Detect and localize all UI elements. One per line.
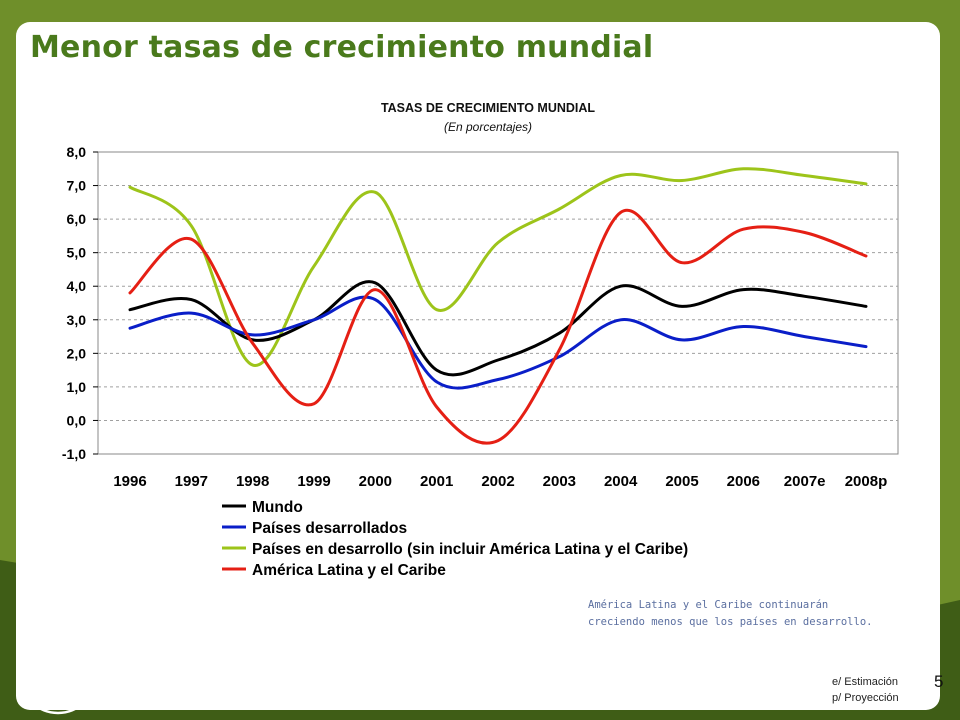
x-tick-label: 1999 — [297, 473, 330, 490]
x-tick-label: 2000 — [359, 473, 392, 490]
fao-logo: FAO FIAT PANIS — [19, 637, 97, 715]
footnote-estimate: e/ Estimación — [832, 676, 899, 688]
y-tick-label: 0,0 — [67, 412, 87, 428]
x-tick-label: 2008p — [845, 473, 888, 490]
note-line: América Latina y el Caribe continuarán — [588, 599, 829, 611]
x-tick-label: 2001 — [420, 473, 453, 490]
series-line — [128, 280, 868, 377]
y-tick-label: 1,0 — [67, 379, 87, 395]
x-tick-label: 1997 — [175, 473, 208, 490]
x-tick-label: 2002 — [481, 473, 514, 490]
wheat-icon — [55, 650, 61, 670]
plot-frame — [97, 151, 899, 455]
series-line — [128, 167, 868, 367]
x-tick-label: 1998 — [236, 473, 269, 490]
series-line — [128, 295, 868, 390]
chart-subtitle: (En porcentajes) — [444, 120, 532, 134]
chart-title: TASAS DE CRECIMIENTO MUNDIAL — [381, 101, 595, 115]
footnotes: e/ Estimación p/ Proyección — [832, 674, 899, 706]
x-tick-label: 2007e — [784, 473, 826, 490]
y-tick-label: -1,0 — [62, 446, 86, 462]
x-tick-label: 2006 — [727, 473, 760, 490]
y-tick-label: 3,0 — [67, 312, 87, 328]
logo-outer-ring — [19, 637, 97, 715]
y-tick-label: 8,0 — [67, 144, 87, 160]
chart-legend: Mundo Países desarrollados Países en desar… — [222, 499, 688, 579]
note-line: creciendo menos que los países en desarr… — [588, 616, 873, 628]
footnote-projection: p/ Proyección — [832, 692, 899, 704]
legend-label: América Latina y el Caribe — [252, 562, 446, 579]
y-tick-label: 6,0 — [67, 211, 87, 227]
y-tick-label: 2,0 — [67, 345, 87, 361]
legend-label: Mundo — [252, 499, 303, 516]
legend-label: Países en desarrollo (sin incluir Améric… — [252, 541, 688, 558]
x-tick-label: 2004 — [604, 473, 638, 490]
plot-area: -1,0 0,0 1,0 2,0 3,0 4,0 5,0 6,0 7,0 8,0 1996 1997 1… — [62, 144, 899, 490]
y-tick-label: 7,0 — [67, 178, 87, 194]
page-number: 5 — [934, 672, 944, 691]
series-line — [128, 208, 868, 445]
annotation-note: América Latina y el Caribe continuarán c… — [588, 597, 888, 631]
y-tick-label: 5,0 — [67, 245, 87, 261]
logo-text: FAO — [39, 672, 76, 692]
y-tick-label: 4,0 — [67, 278, 87, 294]
legend-label: Países desarrollados — [252, 520, 407, 537]
x-tick-label: 1996 — [113, 473, 146, 490]
x-tick-label: 2003 — [543, 473, 576, 490]
slide-title: Menor tasas de crecimiento mundial — [30, 30, 654, 65]
x-tick-label: 2005 — [665, 473, 698, 490]
